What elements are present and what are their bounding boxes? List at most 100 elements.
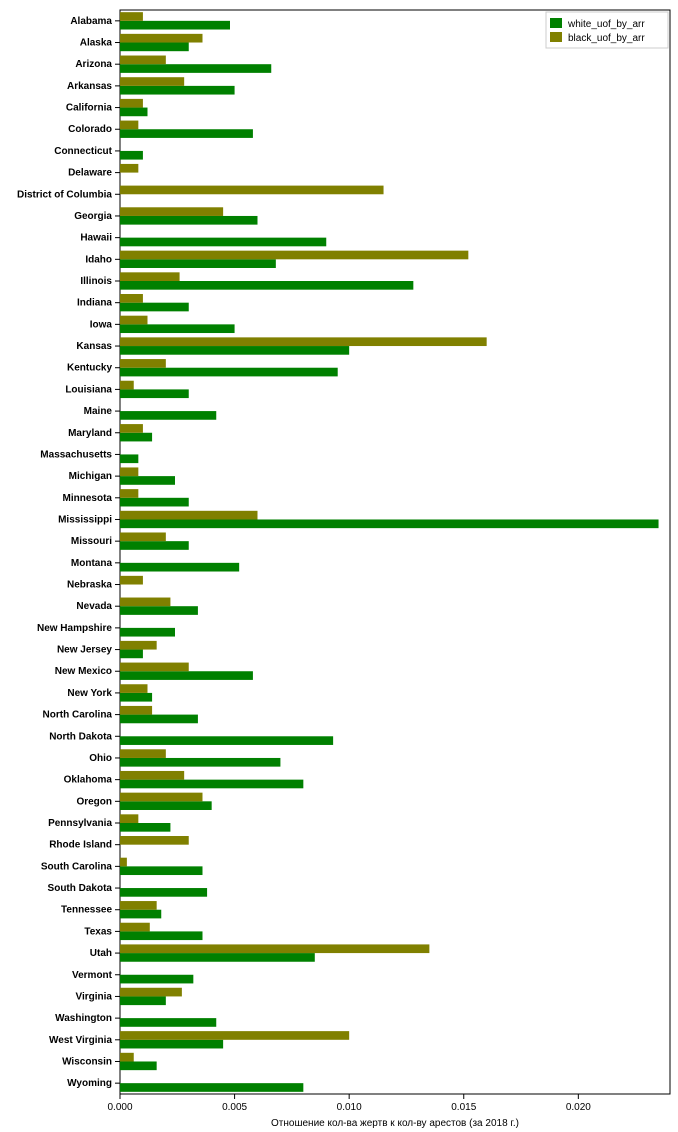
y-tick-label: New York [67, 688, 112, 699]
bar-black_uof_by_arr [120, 663, 189, 672]
bar-white_uof_by_arr [120, 346, 349, 355]
x-tick-label: 0.010 [337, 1102, 362, 1113]
y-tick-label: Colorado [68, 124, 112, 135]
y-tick-label: Mississippi [58, 514, 112, 525]
x-tick-label: 0.020 [566, 1102, 591, 1113]
bar-black_uof_by_arr [120, 511, 258, 520]
bar-black_uof_by_arr [120, 814, 138, 823]
bar-black_uof_by_arr [120, 923, 150, 932]
y-tick-label: Texas [84, 926, 112, 937]
bar-black_uof_by_arr [120, 272, 180, 281]
x-tick-label: 0.000 [107, 1102, 132, 1113]
bar-black_uof_by_arr [120, 944, 429, 953]
bar-black_uof_by_arr [120, 77, 184, 86]
bar-white_uof_by_arr [120, 866, 203, 875]
y-tick-label: Wyoming [67, 1078, 112, 1089]
y-tick-label: Oklahoma [64, 775, 113, 786]
y-tick-label: Ohio [89, 753, 112, 764]
bar-black_uof_by_arr [120, 164, 138, 173]
bar-black_uof_by_arr [120, 1031, 349, 1040]
bar-black_uof_by_arr [120, 988, 182, 997]
y-tick-label: Michigan [69, 471, 112, 482]
bar-white_uof_by_arr [120, 780, 303, 789]
bar-black_uof_by_arr [120, 56, 166, 65]
bar-black_uof_by_arr [120, 424, 143, 433]
bar-black_uof_by_arr [120, 489, 138, 498]
bar-black_uof_by_arr [120, 684, 148, 693]
bar-white_uof_by_arr [120, 671, 253, 680]
bar-white_uof_by_arr [120, 389, 189, 398]
y-tick-label: Kentucky [67, 363, 112, 374]
bar-black_uof_by_arr [120, 771, 184, 780]
x-axis-title: Отношение кол-ва жертв к кол-ву арестов … [271, 1118, 519, 1129]
bar-white_uof_by_arr [120, 86, 235, 95]
bar-white_uof_by_arr [120, 953, 315, 962]
bar-black_uof_by_arr [120, 836, 189, 845]
bar-white_uof_by_arr [120, 64, 271, 73]
bar-black_uof_by_arr [120, 641, 157, 650]
y-tick-label: Illinois [80, 276, 112, 287]
y-tick-label: Hawaii [80, 233, 112, 244]
y-tick-label: Rhode Island [49, 840, 112, 851]
y-tick-label: Idaho [85, 254, 112, 265]
bar-white_uof_by_arr [120, 129, 253, 138]
bar-white_uof_by_arr [120, 43, 189, 52]
bar-white_uof_by_arr [120, 910, 161, 919]
y-tick-label: Delaware [68, 168, 112, 179]
bar-white_uof_by_arr [120, 151, 143, 160]
bar-black_uof_by_arr [120, 121, 138, 130]
y-tick-label: Oregon [76, 796, 112, 807]
bar-white_uof_by_arr [120, 259, 276, 268]
legend-swatch [550, 32, 562, 42]
x-tick-label: 0.015 [451, 1102, 476, 1113]
bar-white_uof_by_arr [120, 1061, 157, 1070]
y-tick-label: Arizona [75, 59, 112, 70]
bar-white_uof_by_arr [120, 606, 198, 615]
legend-label: white_uof_by_arr [567, 19, 645, 30]
bar-white_uof_by_arr [120, 454, 138, 463]
bar-black_uof_by_arr [120, 1053, 134, 1062]
y-tick-label: New Mexico [55, 666, 112, 677]
bar-white_uof_by_arr [120, 411, 216, 420]
y-tick-label: Alaska [80, 38, 113, 49]
y-tick-label: New Jersey [57, 645, 112, 656]
y-tick-label: Virginia [76, 991, 113, 1002]
bar-white_uof_by_arr [120, 650, 143, 659]
y-tick-label: Connecticut [54, 146, 112, 157]
bar-black_uof_by_arr [120, 99, 143, 108]
y-tick-label: Nevada [76, 601, 112, 612]
y-tick-label: New Hampshire [37, 623, 112, 634]
bar-black_uof_by_arr [120, 706, 152, 715]
y-tick-label: Vermont [72, 970, 113, 981]
bar-white_uof_by_arr [120, 476, 175, 485]
bar-black_uof_by_arr [120, 359, 166, 368]
y-tick-label: Iowa [90, 319, 113, 330]
y-tick-label: Nebraska [67, 580, 112, 591]
y-tick-label: Pennsylvania [48, 818, 112, 829]
bar-white_uof_by_arr [120, 975, 193, 984]
bar-white_uof_by_arr [120, 498, 189, 507]
y-tick-label: Alabama [70, 16, 112, 27]
bar-white_uof_by_arr [120, 368, 338, 377]
bar-white_uof_by_arr [120, 238, 326, 247]
bar-white_uof_by_arr [120, 628, 175, 637]
bar-black_uof_by_arr [120, 294, 143, 303]
bar-white_uof_by_arr [120, 888, 207, 897]
y-tick-label: District of Columbia [17, 189, 112, 200]
bar-white_uof_by_arr [120, 801, 212, 810]
bar-white_uof_by_arr [120, 736, 333, 745]
bar-white_uof_by_arr [120, 758, 280, 767]
y-tick-label: West Virginia [49, 1035, 112, 1046]
bar-white_uof_by_arr [120, 1018, 216, 1027]
bar-black_uof_by_arr [120, 858, 127, 867]
y-tick-label: Missouri [71, 536, 112, 547]
bar-black_uof_by_arr [120, 316, 148, 325]
bar-black_uof_by_arr [120, 901, 157, 910]
y-tick-label: Tennessee [61, 905, 112, 916]
bar-white_uof_by_arr [120, 563, 239, 572]
bar-black_uof_by_arr [120, 207, 223, 216]
y-tick-label: Utah [90, 948, 112, 959]
y-tick-label: Indiana [77, 298, 112, 309]
y-tick-label: North Dakota [49, 731, 112, 742]
y-tick-label: Washington [55, 1013, 112, 1024]
